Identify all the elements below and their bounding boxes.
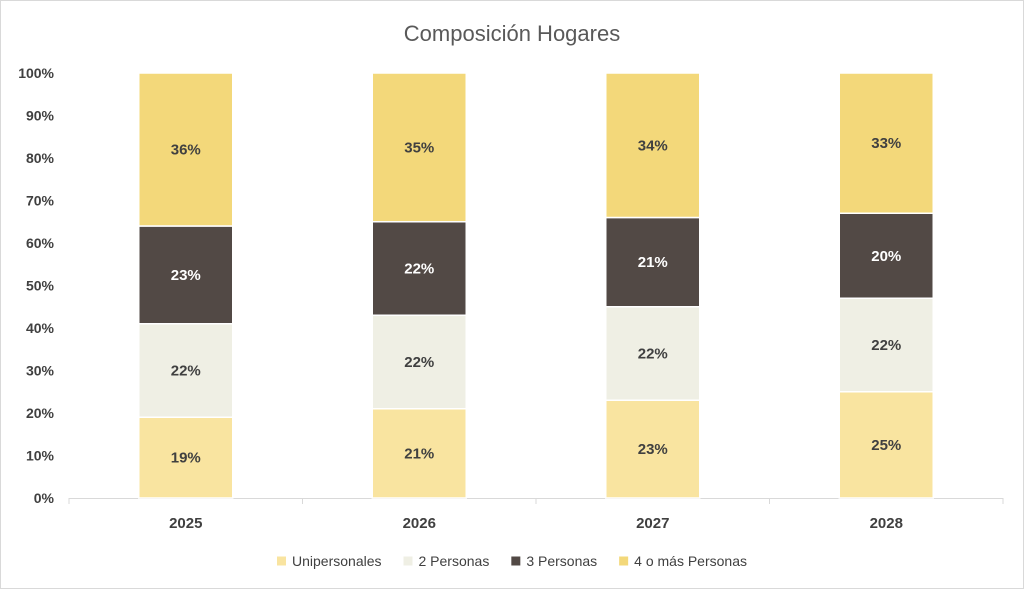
bar-segment [371,314,467,410]
legend-label: 3 Personas [526,553,597,569]
legend-swatch [511,556,521,566]
bar-segment [371,72,467,223]
bar-segment [605,216,701,308]
y-tick-label: 90% [26,108,55,124]
y-tick-label: 40% [26,320,55,336]
y-tick-label: 70% [26,193,55,209]
y-tick-label: 80% [26,150,55,166]
data-label: 36% [171,142,201,159]
legend-item: 2 Personas [403,553,490,569]
bar-segment [838,297,934,393]
bar-segment [605,72,701,219]
x-tick-label: 2026 [403,515,436,532]
bar-segment [138,323,234,418]
bar-segment [838,212,934,299]
y-tick-label: 100% [18,65,54,81]
y-tick-label: 60% [26,235,55,251]
legend-item: 4 o más Personas [619,553,747,569]
x-axis: 2025 2026 2027 2028 [68,498,1004,532]
data-label: 21% [404,445,434,462]
data-label: 22% [404,354,434,371]
y-tick-label: 0% [34,490,55,506]
data-label: 34% [638,137,668,154]
data-label: 22% [404,261,434,278]
bar-segment [838,72,934,214]
x-tick-label: 2028 [870,515,903,532]
data-label: 20% [871,248,901,265]
bar-segment [371,408,467,499]
y-tick-label: 20% [26,405,55,421]
data-label: 35% [404,139,434,156]
legend-label: Unipersonales [292,553,382,569]
bar-segment [838,391,934,499]
legend: Unipersonales 2 Personas 3 Personas 4 o más… [277,553,747,569]
data-label: 22% [638,346,668,363]
bar-segment [138,72,234,227]
bar-segment [605,306,701,401]
x-tick-label: 2025 [169,515,202,532]
y-tick-label: 10% [26,448,55,464]
bar-segment [371,221,467,316]
data-label: 33% [871,135,901,152]
x-tick-label: 2027 [636,515,669,532]
data-label: 22% [171,363,201,380]
y-axis: 0% 10% 20% 30% 40% 50% 60% 70% 80% 90% 100% [18,65,54,506]
bar-segment [138,416,234,499]
data-label: 23% [171,267,201,284]
bar-segment [605,399,701,499]
legend-swatch [619,556,629,566]
data-label: 23% [638,441,668,458]
data-label: 19% [171,450,201,467]
y-tick-label: 30% [26,363,55,379]
legend-label: 4 o más Personas [634,553,747,569]
data-label: 22% [871,337,901,354]
bar-segment [138,225,234,325]
data-label: 21% [638,254,668,271]
legend-swatch [403,556,413,566]
bars: 19% 22% 23% 36% 21% 22% 22% 35% 23% 22% 21% 34% 25% 2… [138,72,934,499]
data-label: 25% [871,437,901,454]
legend-item: 3 Personas [511,553,597,569]
legend-item: Unipersonales [277,553,382,569]
chart-title: Composición Hogares [404,21,620,46]
legend-label: 2 Personas [419,553,490,569]
y-tick-label: 50% [26,278,55,294]
legend-swatch [277,556,286,566]
